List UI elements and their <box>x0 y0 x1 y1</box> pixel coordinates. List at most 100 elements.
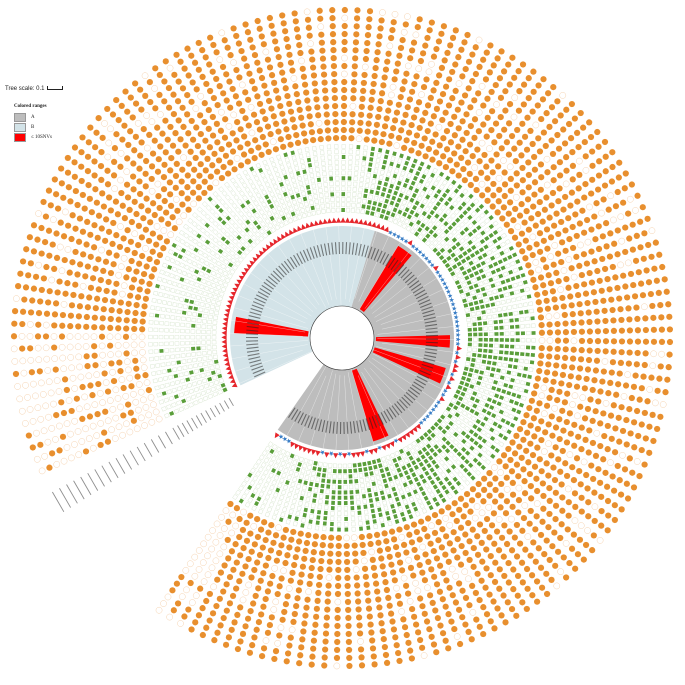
filled-circle-icon <box>106 249 113 256</box>
empty-circle-icon <box>139 348 146 356</box>
empty-square-icon <box>341 181 346 186</box>
empty-circle-icon <box>388 91 395 99</box>
square-icon <box>441 436 447 442</box>
empty-square-icon <box>187 364 193 370</box>
filled-circle-icon <box>588 190 595 197</box>
branch-line <box>368 360 428 411</box>
filled-circle-icon <box>130 186 137 193</box>
filled-circle-icon <box>548 104 556 111</box>
empty-square-icon <box>370 184 376 190</box>
empty-square-icon <box>503 248 510 254</box>
triangle-icon <box>375 223 381 230</box>
empty-square-icon <box>149 312 155 318</box>
filled-circle-icon <box>425 515 432 522</box>
filled-circle-icon <box>358 111 365 118</box>
empty-square-icon <box>196 206 203 213</box>
filled-circle-icon <box>111 158 118 165</box>
square-icon <box>494 447 500 453</box>
filled-circle-icon <box>592 236 599 243</box>
empty-circle-icon <box>195 547 203 554</box>
feature-presence-rings <box>10 6 674 670</box>
filled-circle-icon <box>446 76 453 83</box>
empty-circle-icon <box>471 514 479 522</box>
tip-label-text-mark <box>314 418 319 431</box>
filled-circle-icon <box>562 193 569 201</box>
filled-circle-icon <box>40 275 47 282</box>
empty-square-icon <box>218 378 225 384</box>
triangle-icon <box>309 221 315 228</box>
filled-circle-icon <box>268 614 275 621</box>
filled-circle-icon <box>617 359 624 366</box>
square-icon <box>393 190 398 196</box>
empty-square-icon <box>397 221 403 227</box>
square-icon <box>421 446 428 453</box>
square-icon <box>520 272 526 278</box>
filled-circle-icon <box>500 592 507 599</box>
empty-circle-icon <box>141 72 149 80</box>
tip-label-text-mark <box>251 304 264 310</box>
filled-circle-icon <box>120 384 127 392</box>
square-icon <box>488 277 494 283</box>
filled-circle-icon <box>518 559 526 566</box>
tip-label-text-mark <box>349 421 353 434</box>
star-icon <box>393 438 399 444</box>
empty-circle-icon <box>60 365 67 373</box>
filled-circle-icon <box>284 552 291 559</box>
empty-square-icon <box>279 164 285 170</box>
filled-circle-icon <box>602 168 609 175</box>
filled-circle-icon <box>484 186 491 193</box>
filled-circle-icon <box>273 87 280 94</box>
empty-square-icon <box>422 439 429 445</box>
empty-square-icon <box>275 458 282 465</box>
square-icon <box>481 438 487 444</box>
square-icon <box>326 484 331 489</box>
filled-circle-icon <box>128 257 135 265</box>
empty-circle-icon <box>510 113 518 121</box>
filled-circle-icon <box>227 159 234 166</box>
empty-square-icon <box>334 154 339 160</box>
filled-circle-icon <box>585 356 593 364</box>
filled-circle-icon <box>541 289 549 297</box>
empty-square-icon <box>352 192 357 197</box>
square-icon <box>271 467 277 474</box>
empty-square-icon <box>461 282 468 288</box>
empty-circle-icon <box>275 524 282 531</box>
filled-circle-icon <box>58 399 65 406</box>
star-icon <box>445 289 451 294</box>
empty-square-icon <box>394 168 400 174</box>
empty-square-icon <box>372 486 378 492</box>
empty-square-icon <box>422 198 428 205</box>
filled-circle-icon <box>37 298 44 305</box>
square-icon <box>376 185 381 191</box>
empty-square-icon <box>197 356 203 362</box>
filled-circle-icon <box>528 215 535 222</box>
filled-circle-icon <box>380 82 387 89</box>
filled-circle-icon <box>58 165 65 172</box>
filled-circle-icon <box>123 274 130 281</box>
filled-circle-icon <box>593 357 601 364</box>
filled-circle-icon <box>510 566 517 573</box>
filled-circle-icon <box>42 213 50 220</box>
empty-square-icon <box>382 500 388 506</box>
square-icon <box>367 493 373 498</box>
filled-circle-icon <box>163 209 170 216</box>
square-icon <box>404 504 410 510</box>
empty-square-icon <box>251 170 258 177</box>
square-icon <box>520 352 525 357</box>
filled-circle-icon <box>156 204 163 212</box>
filled-circle-icon <box>42 239 49 246</box>
square-icon <box>467 231 474 237</box>
filled-circle-icon <box>531 433 538 440</box>
tip-label-text-mark <box>420 302 432 308</box>
filled-circle-icon <box>524 196 532 203</box>
filled-circle-icon <box>620 199 627 206</box>
filled-circle-icon <box>642 326 649 334</box>
empty-circle-icon <box>471 164 478 171</box>
filled-circle-icon <box>596 277 603 284</box>
filled-circle-icon <box>233 137 240 144</box>
filled-circle-icon <box>464 31 471 39</box>
empty-square-icon <box>211 335 217 340</box>
square-icon <box>363 193 368 199</box>
filled-circle-icon <box>546 394 553 401</box>
empty-square-icon <box>195 295 201 301</box>
